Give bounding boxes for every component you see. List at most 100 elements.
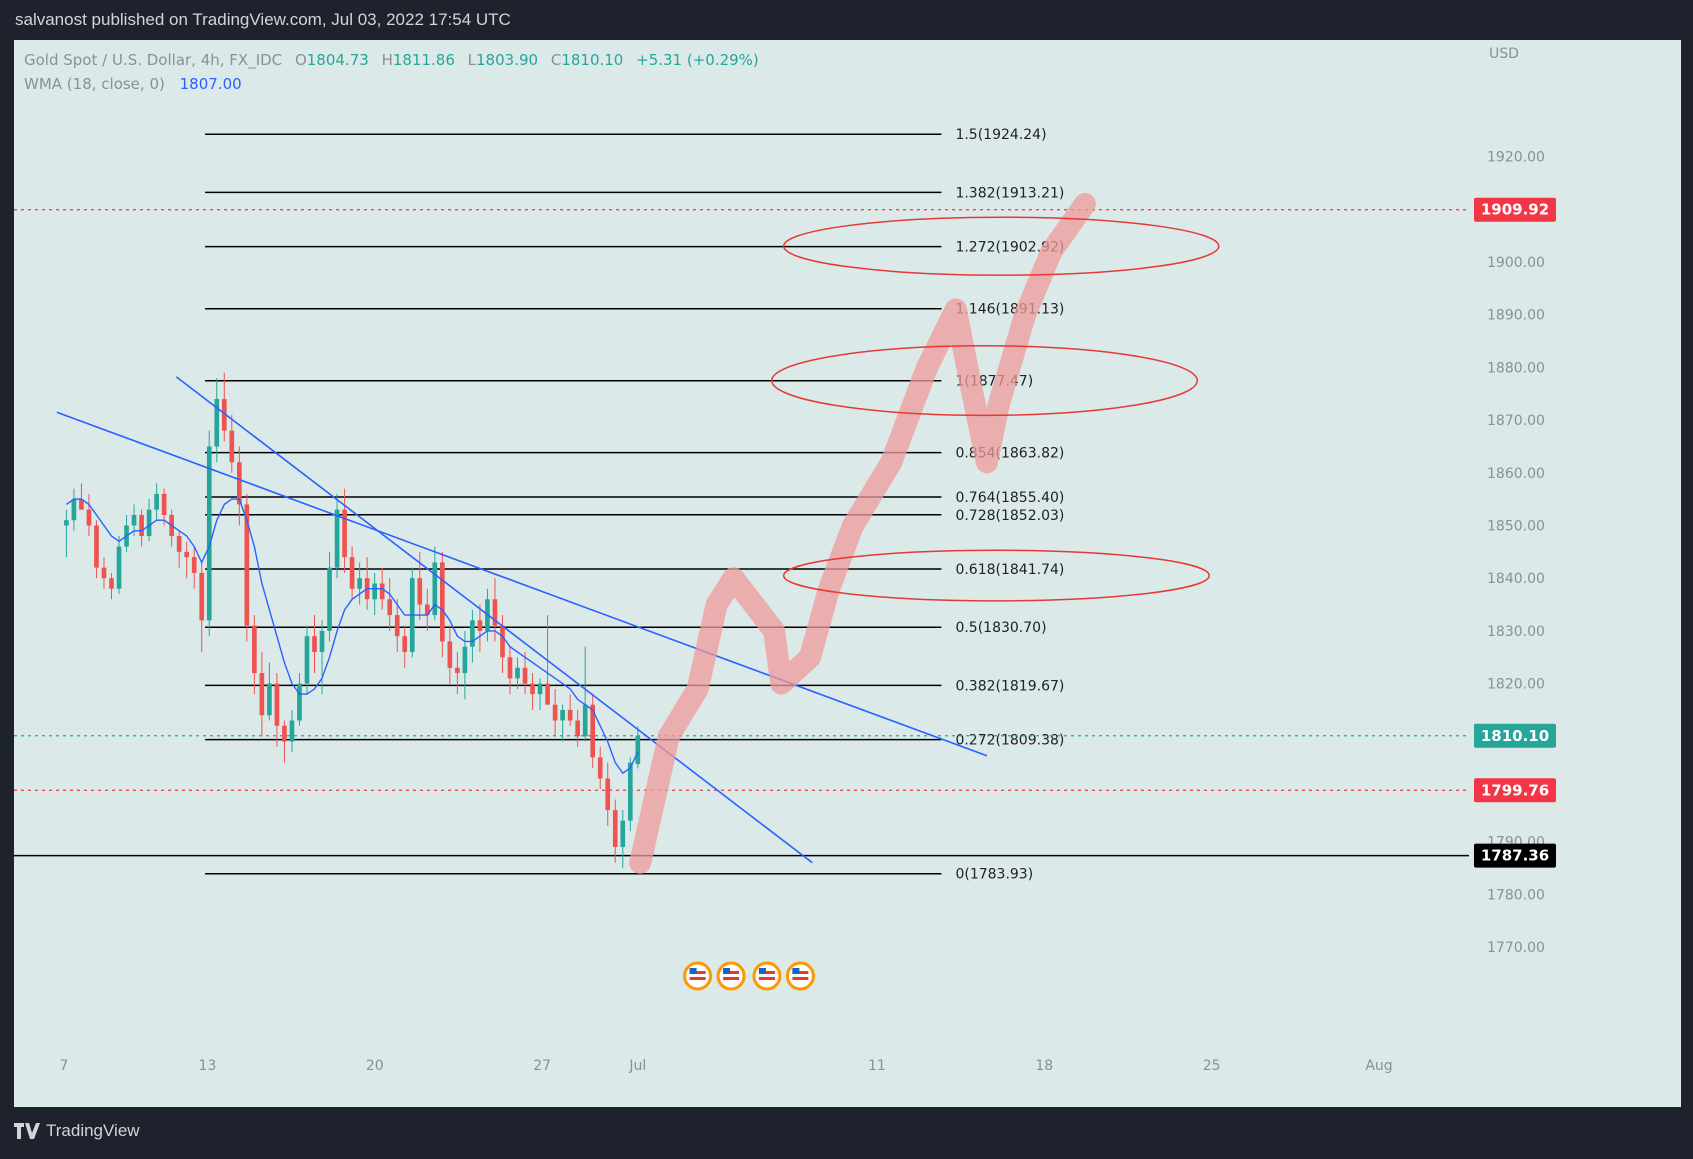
- candle-body[interactable]: [71, 499, 77, 521]
- annotation-ellipse[interactable]: [770, 345, 1199, 417]
- candle-body[interactable]: [552, 704, 558, 721]
- candle-body[interactable]: [154, 493, 159, 510]
- us-flag-icon[interactable]: [752, 961, 782, 991]
- projection-path[interactable]: [629, 193, 1096, 874]
- candle-body[interactable]: [259, 673, 265, 716]
- candle-body[interactable]: [530, 683, 535, 695]
- candle-body[interactable]: [161, 493, 167, 515]
- candle-body[interactable]: [176, 536, 182, 552]
- candle-body[interactable]: [101, 567, 107, 579]
- us-flag-stripe: [792, 977, 809, 980]
- candle-body[interactable]: [462, 646, 468, 674]
- trend-line[interactable]: [175, 376, 813, 864]
- candle-body[interactable]: [199, 572, 205, 621]
- candle-body[interactable]: [312, 636, 317, 652]
- candle-body[interactable]: [372, 583, 377, 600]
- candle-body[interactable]: [439, 562, 445, 642]
- candle-body[interactable]: [612, 810, 618, 847]
- candle-body[interactable]: [635, 735, 641, 765]
- candle-body[interactable]: [252, 625, 257, 674]
- candle-body[interactable]: [206, 446, 212, 621]
- candle-body[interactable]: [79, 499, 84, 510]
- trend-line[interactable]: [56, 411, 988, 757]
- candle-body[interactable]: [432, 562, 438, 616]
- candle-body[interactable]: [214, 399, 220, 447]
- candle-body[interactable]: [515, 667, 520, 679]
- price-tag: [1474, 843, 1556, 868]
- candle-body[interactable]: [605, 778, 611, 811]
- candle-body[interactable]: [522, 667, 528, 684]
- candle-body[interactable]: [424, 604, 430, 616]
- candle-body[interactable]: [455, 667, 460, 674]
- x-tick-label: 20: [366, 1058, 384, 1074]
- wma-value: 1807.00: [179, 75, 242, 93]
- candle-body[interactable]: [349, 557, 355, 589]
- annotation-ellipse[interactable]: [782, 549, 1210, 602]
- candle-body[interactable]: [477, 620, 483, 631]
- candle-body[interactable]: [417, 578, 423, 605]
- candle-body[interactable]: [582, 704, 588, 737]
- candle-body[interactable]: [94, 525, 99, 568]
- candle-body[interactable]: [131, 514, 137, 526]
- chart-canvas[interactable]: USD1920.001910.001900.001890.001880.0018…: [14, 40, 1681, 1107]
- candle-body[interactable]: [620, 820, 626, 847]
- candle-body[interactable]: [447, 641, 453, 668]
- candle-body[interactable]: [327, 567, 332, 631]
- candle-body[interactable]: [304, 636, 310, 684]
- candle-body[interactable]: [402, 636, 408, 652]
- candle-body[interactable]: [357, 578, 362, 589]
- candle-body[interactable]: [109, 578, 114, 589]
- candle-body[interactable]: [500, 625, 505, 658]
- candle-body[interactable]: [184, 551, 190, 558]
- y-tick-label: 1860.00: [1487, 466, 1545, 482]
- candle-body[interactable]: [567, 709, 573, 721]
- us-flag-icon[interactable]: [683, 961, 713, 991]
- candle-body[interactable]: [334, 509, 340, 568]
- candle-body[interactable]: [342, 509, 347, 558]
- candle-body[interactable]: [537, 683, 543, 695]
- us-flag-icon[interactable]: [785, 961, 815, 991]
- candle-body[interactable]: [274, 683, 280, 726]
- currency-label: USD: [1489, 46, 1519, 62]
- candle-body[interactable]: [575, 720, 580, 737]
- annotation-ellipse[interactable]: [782, 216, 1220, 276]
- candle-body[interactable]: [545, 683, 550, 705]
- candle-body[interactable]: [492, 599, 498, 626]
- candle-body[interactable]: [560, 709, 565, 721]
- candle-body[interactable]: [394, 615, 400, 637]
- y-tick-label: 1920.00: [1487, 150, 1545, 166]
- candle-body[interactable]: [244, 504, 250, 626]
- x-tick-label: Jul: [628, 1058, 646, 1074]
- candle-body[interactable]: [379, 583, 385, 600]
- candle-body[interactable]: [507, 657, 513, 679]
- candle-body[interactable]: [267, 683, 272, 716]
- chart-legend: Gold Spot / U.S. Dollar, 4h, FX_IDC O180…: [24, 48, 759, 96]
- candle-body[interactable]: [116, 546, 122, 589]
- candle-body[interactable]: [191, 557, 197, 573]
- candle-body[interactable]: [319, 630, 325, 652]
- us-flag-icon[interactable]: [716, 961, 746, 991]
- candle-body[interactable]: [590, 704, 596, 758]
- wma-line[interactable]: [65, 498, 639, 775]
- candle-body[interactable]: [139, 514, 144, 537]
- candle-body[interactable]: [387, 599, 393, 616]
- tradingview-logo[interactable]: TradingView: [14, 1121, 140, 1141]
- chart-area[interactable]: USD1920.001910.001900.001890.001880.0018…: [14, 40, 1681, 1107]
- candle-body[interactable]: [64, 520, 69, 526]
- candle-body[interactable]: [627, 762, 633, 821]
- candle-body[interactable]: [297, 683, 302, 721]
- candle-body[interactable]: [229, 430, 235, 463]
- candle-body[interactable]: [86, 509, 92, 526]
- candle-body[interactable]: [146, 509, 152, 537]
- x-tick-label: Aug: [1365, 1058, 1392, 1074]
- candle-body[interactable]: [236, 462, 242, 505]
- candle-body[interactable]: [289, 720, 295, 742]
- candle-body[interactable]: [470, 620, 475, 647]
- candle-body[interactable]: [597, 757, 603, 779]
- wma-label[interactable]: WMA (18, close, 0): [24, 75, 165, 93]
- candle-body[interactable]: [221, 399, 227, 431]
- high-label: H: [381, 51, 393, 69]
- symbol-name[interactable]: Gold Spot / U.S. Dollar, 4h, FX_IDC: [24, 51, 283, 69]
- candle-body[interactable]: [282, 725, 287, 742]
- fib-level-label: 0.618(1841.74): [955, 562, 1064, 578]
